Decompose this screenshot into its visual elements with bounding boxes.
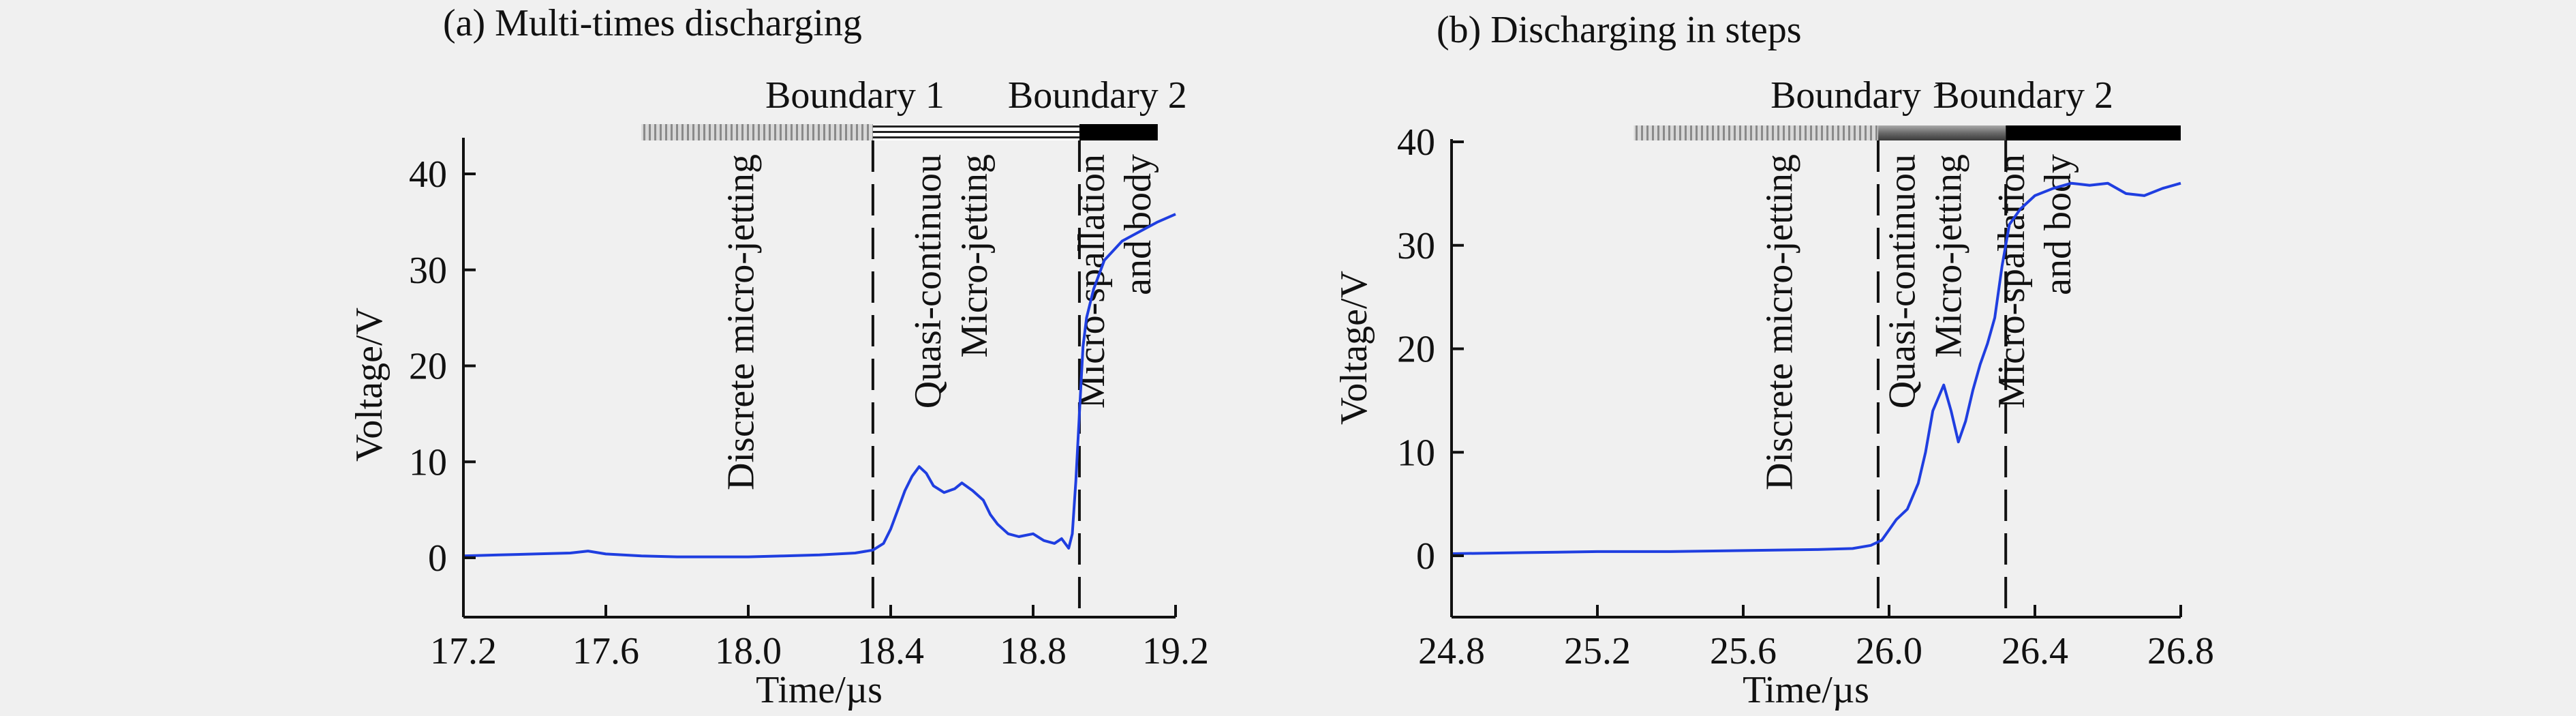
y-tick-label-3: 30 bbox=[1397, 225, 1435, 267]
y-axis-label: Voltage/V bbox=[1333, 271, 1375, 425]
stage-segment-1 bbox=[872, 124, 1079, 140]
axes: 17.2 17.6 18.0 18.4 18.8 19.2 0 10 20 30 40 bbox=[409, 138, 1209, 672]
y-axis-label: Voltage/V bbox=[348, 308, 390, 462]
boundary-label-1: Boundary 1 bbox=[1770, 74, 1950, 117]
region-label-1-line-0: Quasi-continuou bbox=[1882, 154, 1924, 408]
voltage-series-line bbox=[463, 213, 1176, 558]
region-labels: Discrete micro-jetting Quasi-continuou Mic… bbox=[1759, 154, 2080, 490]
stage-segment-2 bbox=[2006, 125, 2181, 140]
boundary-label-1: Boundary 1 bbox=[765, 74, 945, 117]
y-tick-label-2: 20 bbox=[1397, 329, 1435, 371]
region-label-1-line-1: Micro-jetting bbox=[953, 154, 996, 358]
region-label-1-line-0: Quasi-continuou bbox=[907, 154, 949, 408]
region-label-0-line-0: Discrete micro-jetting bbox=[720, 154, 763, 490]
x-tick-label-0: 24.8 bbox=[1418, 630, 1485, 672]
y-tick-label-2: 20 bbox=[409, 346, 447, 388]
x-tick-label-5: 26.8 bbox=[2147, 630, 2214, 672]
chart-panel-b: (b) Discharging in steps Boundary 1Bound… bbox=[1333, 9, 2214, 711]
y-tick-label-3: 30 bbox=[409, 250, 447, 292]
y-tick-label-0: 0 bbox=[428, 537, 447, 580]
y-tick-label-0: 0 bbox=[1416, 535, 1435, 578]
stage-segment-1 bbox=[1877, 125, 2006, 140]
x-tick-label-1: 25.2 bbox=[1564, 630, 1631, 672]
region-label-1-line-1: Micro-jetting bbox=[1928, 154, 1970, 358]
x-tick-label-5: 19.2 bbox=[1142, 630, 1209, 672]
boundary-lines bbox=[1876, 140, 2008, 617]
x-tick-label-3: 18.4 bbox=[857, 630, 924, 672]
boundary-labels: Boundary 1 Boundary 2 bbox=[765, 74, 1187, 117]
x-tick-label-1: 17.6 bbox=[572, 630, 639, 672]
chart-title: (b) Discharging in steps bbox=[1437, 9, 1802, 51]
stage-segment-0 bbox=[641, 124, 873, 140]
x-tick-label-2: 25.6 bbox=[1710, 630, 1777, 672]
chart-title: (a) Multi-times discharging bbox=[443, 2, 862, 44]
voltage-series-line bbox=[1451, 181, 2181, 555]
boundary-label-2: Boundary 2 bbox=[1008, 74, 1187, 117]
stage-segment-0 bbox=[1634, 125, 1878, 140]
x-tick-label-3: 26.0 bbox=[1856, 630, 1922, 672]
x-tick-label-4: 18.8 bbox=[1000, 630, 1067, 672]
x-tick-label-0: 17.2 bbox=[430, 630, 497, 672]
stage-segment-2 bbox=[1079, 124, 1158, 140]
y-tick-label-1: 10 bbox=[409, 441, 447, 483]
region-label-0-line-0: Discrete micro-jetting bbox=[1759, 154, 1801, 490]
x-tick-label-4: 26.4 bbox=[2002, 630, 2068, 672]
chart-panel-a: (a) Multi-times discharging Boundary 1 Bo… bbox=[348, 2, 1209, 711]
axes: 24.8 25.2 25.6 26.0 26.4 26.8 0 10 20 30 40 bbox=[1397, 121, 2214, 672]
x-axis-label: Time/µs bbox=[756, 669, 883, 711]
region-label-2-line-0: Micro-spallation bbox=[1071, 154, 1113, 408]
y-tick-label-4: 40 bbox=[1397, 121, 1435, 164]
y-tick-label-4: 40 bbox=[409, 153, 447, 196]
y-tick-label-1: 10 bbox=[1397, 432, 1435, 474]
x-tick-label-2: 18.0 bbox=[715, 630, 782, 672]
boundary-label-2: Boundary 2 bbox=[1934, 74, 2113, 117]
boundary-lines bbox=[871, 140, 1081, 617]
x-axis-label: Time/µs bbox=[1743, 669, 1869, 711]
region-label-2-line-0: Micro-spallation bbox=[1991, 154, 2033, 408]
region-label-2-line-1: and body bbox=[2037, 154, 2079, 295]
region-labels: Discrete micro-jetting Quasi-continuou Mic… bbox=[720, 154, 1160, 490]
stage-bar bbox=[1634, 125, 2181, 140]
stage-bar bbox=[641, 124, 1158, 140]
